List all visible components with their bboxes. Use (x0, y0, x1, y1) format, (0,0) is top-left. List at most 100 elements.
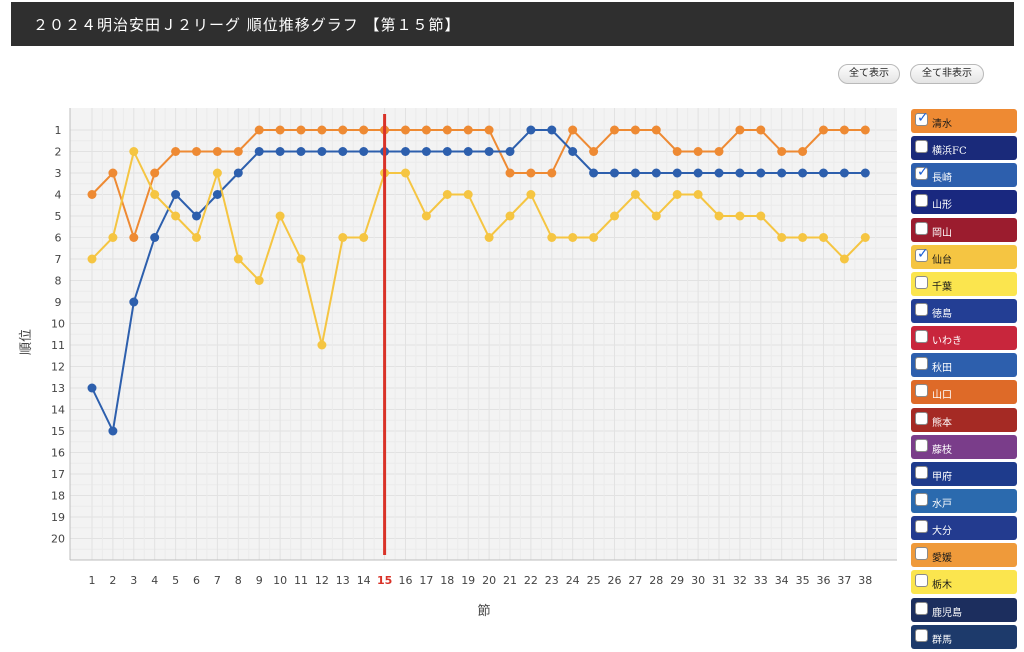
data-point-清水-17[interactable] (421, 125, 431, 135)
data-point-長崎-13[interactable] (338, 147, 348, 156)
hide-all-button[interactable]: 全て非表示 (910, 64, 984, 84)
legend-checkbox[interactable] (915, 221, 928, 235)
data-point-仙台-27[interactable] (630, 190, 640, 199)
data-point-長崎-25[interactable] (589, 168, 599, 178)
data-point-清水-5[interactable] (171, 147, 181, 156)
data-point-清水-13[interactable] (338, 125, 348, 135)
data-point-長崎-38[interactable] (860, 168, 870, 178)
legend-item-岡山[interactable]: 岡山 (911, 217, 1017, 242)
data-point-長崎-19[interactable] (463, 147, 473, 156)
data-point-仙台-30[interactable] (693, 190, 703, 199)
data-point-長崎-18[interactable] (442, 147, 452, 156)
legend-item-いわき[interactable]: いわき (911, 326, 1017, 351)
data-point-仙台-29[interactable] (672, 190, 682, 199)
legend-checkbox[interactable] (915, 357, 928, 371)
legend-checkbox[interactable] (915, 302, 928, 316)
data-point-清水-28[interactable] (651, 125, 661, 135)
data-point-清水-34[interactable] (777, 147, 787, 156)
data-point-仙台-18[interactable] (442, 190, 452, 199)
data-point-清水-20[interactable] (484, 125, 494, 135)
legend-checkbox[interactable]: ✓ (915, 111, 929, 126)
legend-item-千葉[interactable]: 千葉 (911, 271, 1017, 296)
data-point-仙台-1[interactable] (87, 254, 97, 264)
data-point-長崎-29[interactable] (672, 168, 682, 178)
data-point-長崎-5[interactable] (171, 190, 181, 199)
data-point-長崎-1[interactable] (87, 383, 97, 393)
data-point-仙台-34[interactable] (777, 233, 787, 242)
data-point-清水-10[interactable] (275, 125, 285, 135)
data-point-清水-33[interactable] (756, 125, 766, 135)
data-point-長崎-17[interactable] (421, 147, 431, 156)
data-point-清水-24[interactable] (568, 125, 578, 135)
legend-item-水戸[interactable]: 水戸 (911, 488, 1017, 513)
legend-item-秋田[interactable]: 秋田 (911, 353, 1017, 378)
data-point-仙台-9[interactable] (254, 276, 264, 285)
legend-item-甲府[interactable]: 甲府 (911, 461, 1017, 486)
data-point-仙台-4[interactable] (150, 190, 160, 199)
data-point-長崎-11[interactable] (296, 147, 306, 156)
data-point-仙台-23[interactable] (547, 233, 557, 242)
data-point-長崎-37[interactable] (839, 168, 849, 178)
data-point-仙台-5[interactable] (171, 211, 181, 221)
legend-checkbox[interactable] (915, 438, 928, 452)
data-point-長崎-28[interactable] (651, 168, 661, 178)
data-point-清水-6[interactable] (192, 147, 201, 156)
data-point-仙台-22[interactable] (526, 190, 536, 199)
data-point-長崎-14[interactable] (359, 147, 369, 156)
data-point-仙台-38[interactable] (860, 233, 870, 242)
legend-checkbox[interactable]: ✓ (915, 247, 929, 262)
data-point-清水-21[interactable] (505, 168, 515, 178)
data-point-仙台-19[interactable] (463, 190, 473, 199)
data-point-長崎-21[interactable] (505, 147, 515, 156)
data-point-清水-7[interactable] (212, 147, 222, 156)
data-point-仙台-37[interactable] (839, 254, 849, 264)
legend-checkbox[interactable]: ✓ (915, 165, 929, 181)
data-point-仙台-25[interactable] (589, 233, 599, 242)
legend-checkbox[interactable] (915, 547, 928, 561)
data-point-長崎-22[interactable] (526, 125, 536, 135)
data-point-清水-29[interactable] (672, 147, 682, 156)
data-point-仙台-12[interactable] (317, 340, 327, 350)
data-point-清水-37[interactable] (839, 125, 849, 135)
data-point-清水-12[interactable] (317, 125, 327, 135)
data-point-仙台-28[interactable] (651, 211, 661, 221)
data-point-仙台-6[interactable] (192, 233, 201, 242)
data-point-仙台-31[interactable] (714, 211, 724, 221)
data-point-長崎-24[interactable] (568, 147, 578, 156)
data-point-清水-16[interactable] (401, 125, 410, 135)
legend-checkbox[interactable] (915, 140, 928, 154)
data-point-長崎-7[interactable] (212, 190, 222, 199)
data-point-仙台-35[interactable] (798, 233, 808, 242)
data-point-長崎-33[interactable] (756, 168, 766, 178)
data-point-仙台-16[interactable] (401, 168, 410, 178)
data-point-仙台-33[interactable] (756, 211, 766, 221)
data-point-清水-26[interactable] (610, 125, 619, 135)
data-point-清水-23[interactable] (547, 168, 557, 178)
data-point-清水-22[interactable] (526, 168, 536, 178)
data-point-清水-19[interactable] (463, 125, 473, 135)
data-point-清水-32[interactable] (735, 125, 745, 135)
data-point-仙台-24[interactable] (568, 233, 578, 242)
legend-checkbox[interactable] (915, 492, 928, 506)
data-point-仙台-8[interactable] (233, 254, 243, 264)
data-point-清水-9[interactable] (254, 125, 264, 135)
legend-checkbox[interactable] (915, 275, 928, 289)
data-point-仙台-11[interactable] (296, 254, 306, 264)
data-point-長崎-9[interactable] (254, 147, 264, 156)
data-point-長崎-26[interactable] (610, 168, 619, 178)
data-point-清水-38[interactable] (860, 125, 870, 135)
data-point-清水-36[interactable] (819, 125, 828, 135)
legend-item-鹿児島[interactable]: 鹿児島 (911, 597, 1017, 622)
legend-checkbox[interactable] (915, 194, 928, 208)
legend-checkbox[interactable] (915, 411, 928, 425)
legend-item-山形[interactable]: 山形 (911, 190, 1017, 215)
legend-item-徳島[interactable]: 徳島 (911, 298, 1017, 323)
legend-checkbox[interactable] (915, 601, 928, 615)
data-point-仙台-2[interactable] (108, 233, 118, 242)
legend-item-栃木[interactable]: 栃木 (911, 570, 1017, 595)
show-all-button[interactable]: 全て表示 (838, 64, 900, 84)
data-point-仙台-26[interactable] (610, 211, 619, 221)
legend-item-長崎[interactable]: ✓ 長崎 (911, 163, 1017, 188)
data-point-清水-2[interactable] (108, 168, 118, 178)
data-point-清水-11[interactable] (296, 125, 306, 135)
